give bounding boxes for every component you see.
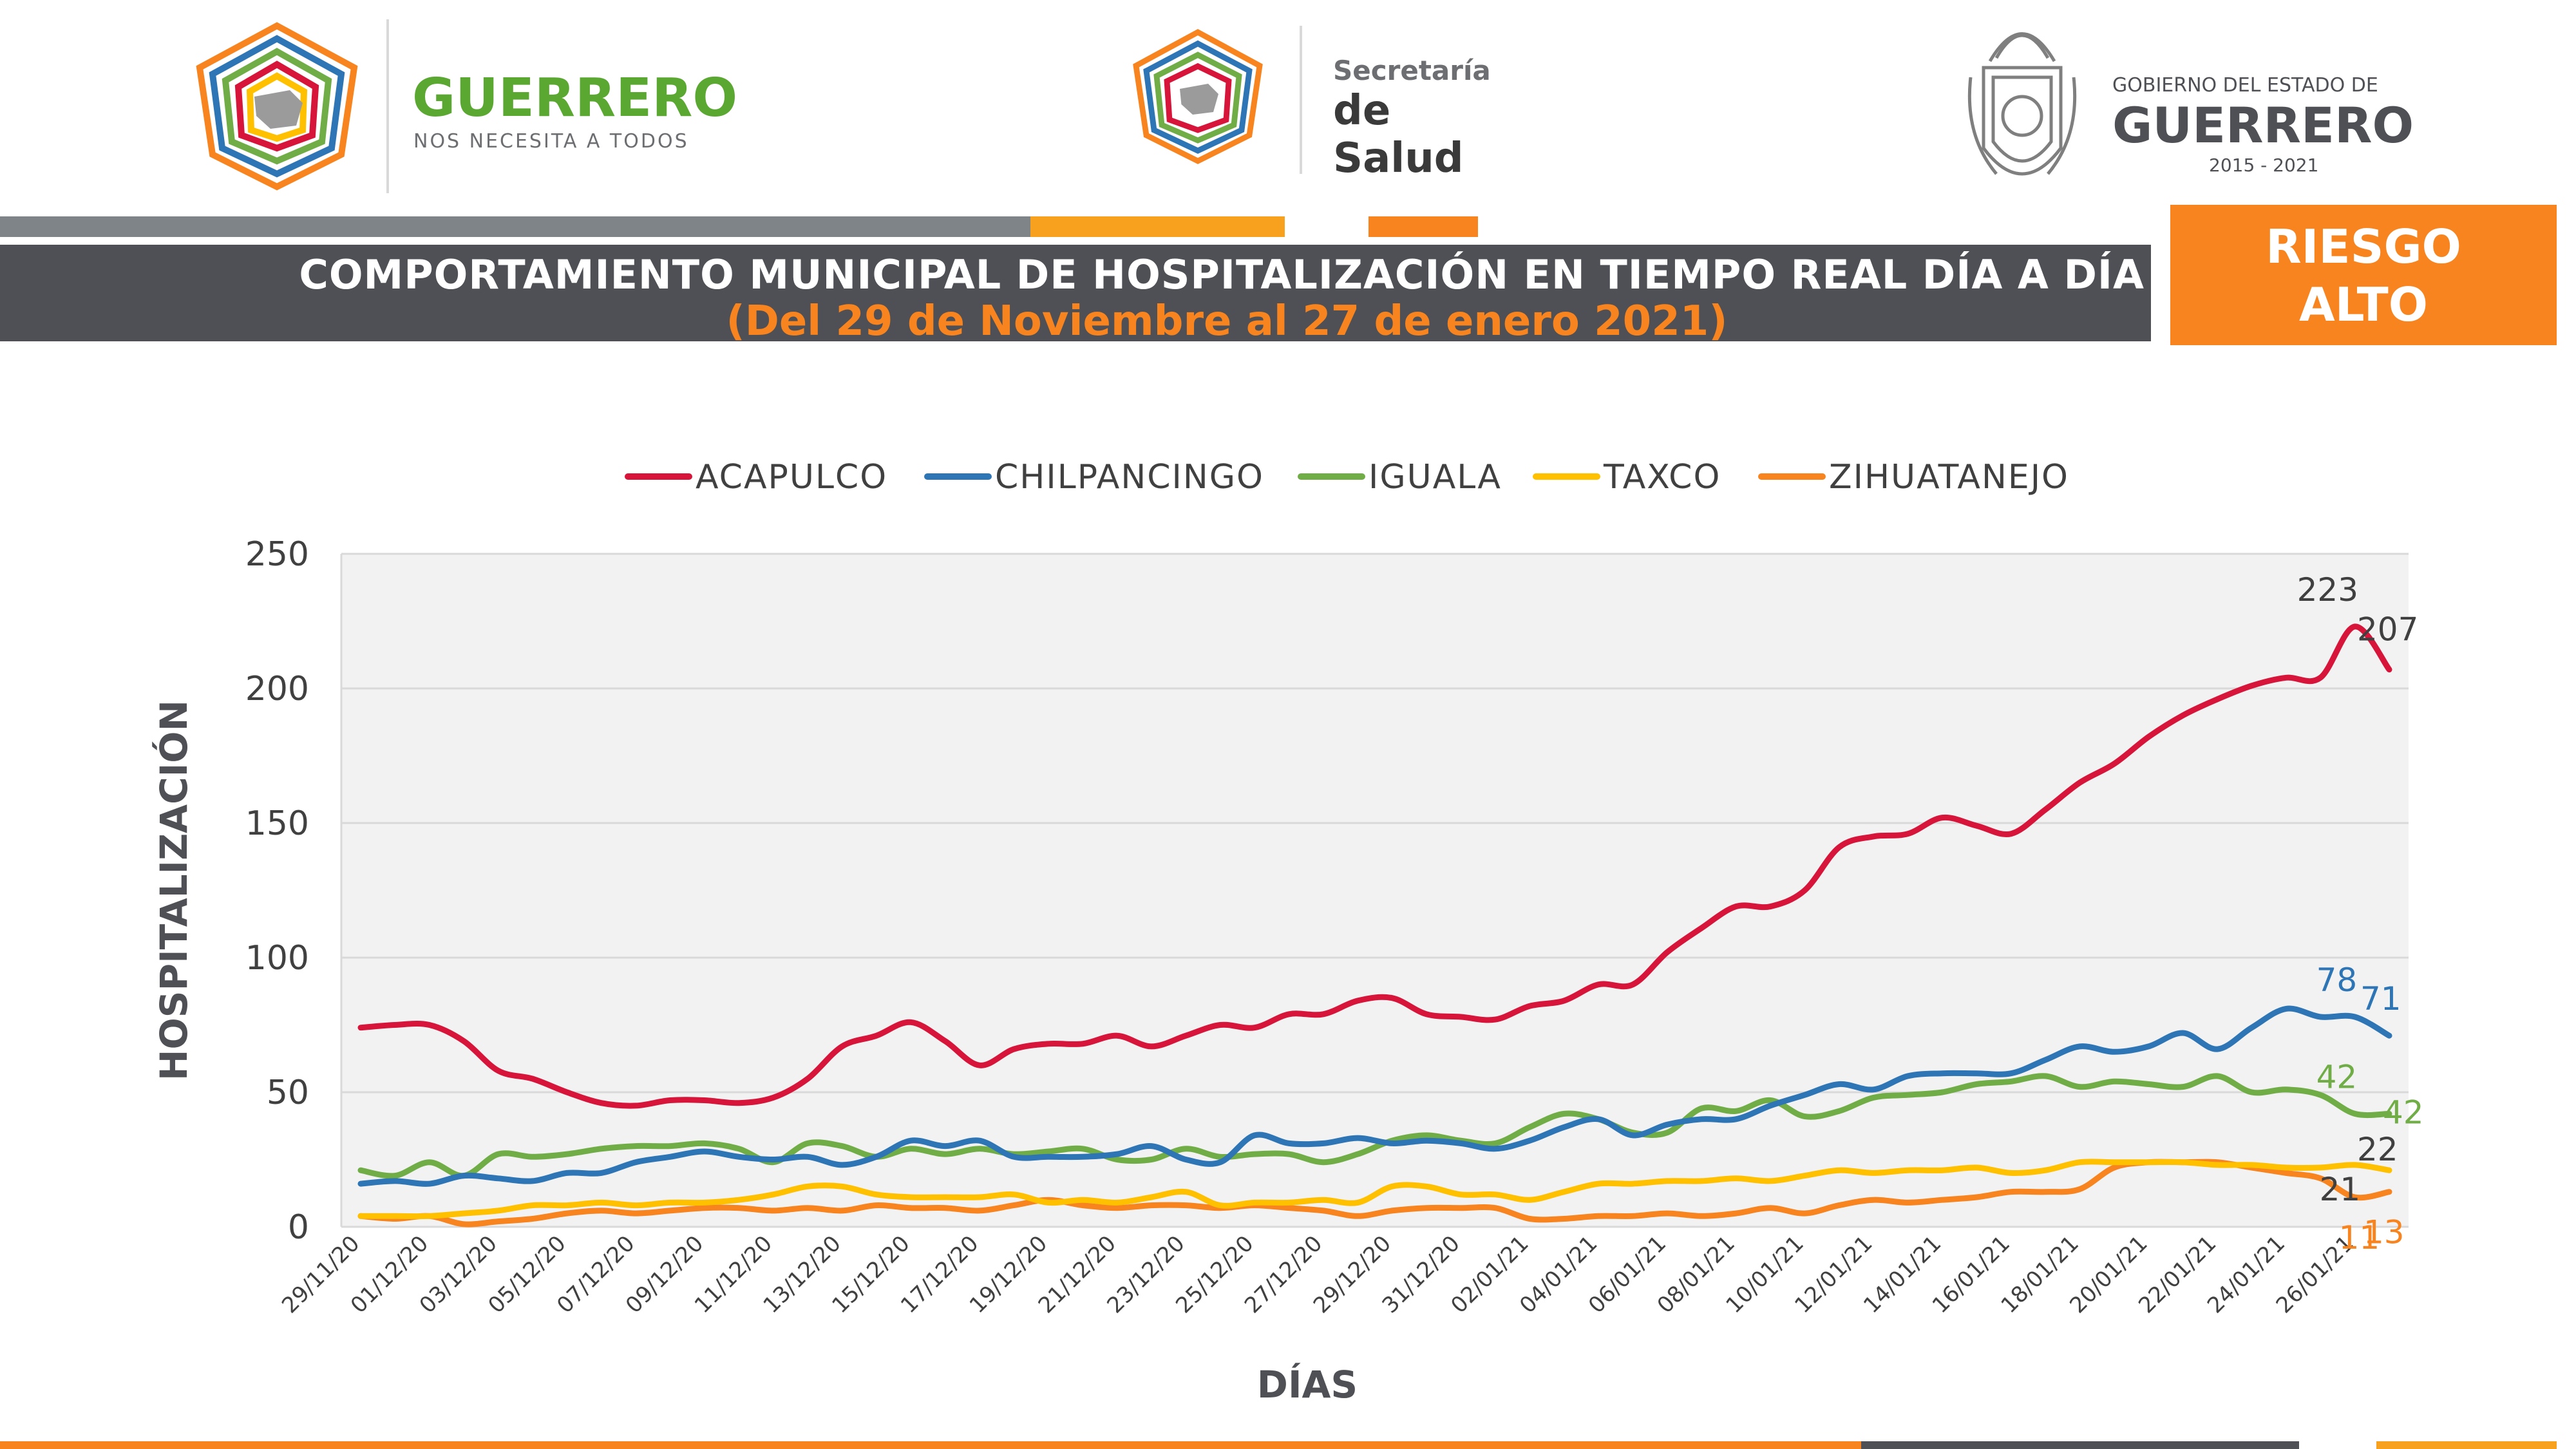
y-tick-label: 0 bbox=[288, 1208, 309, 1247]
header-orange-accent bbox=[1368, 216, 1478, 237]
y-tick-label: 50 bbox=[267, 1074, 309, 1112]
data-label-acapulco: 207 bbox=[2357, 611, 2418, 649]
footer-orange-accent bbox=[2376, 1441, 2557, 1449]
data-label-zihuatanejo: 13 bbox=[2363, 1214, 2405, 1251]
series-line-taxco bbox=[357, 1159, 2392, 1220]
y-tick-label: 250 bbox=[245, 535, 309, 574]
data-label-iguala: 42 bbox=[2316, 1058, 2358, 1095]
legend-label-iguala: IGUALA bbox=[1368, 458, 1502, 497]
gobierno-line1: GOBIERNO DEL ESTADO DE bbox=[2112, 74, 2378, 97]
legend-label-acapulco: ACAPULCO bbox=[696, 458, 887, 497]
y-tick-label: 100 bbox=[245, 939, 309, 978]
hospitalization-line-chart: 05010015020025029/11/2001/12/2003/12/200… bbox=[151, 458, 2424, 1406]
brand-title: GUERRERO bbox=[412, 68, 738, 129]
y-tick-label: 200 bbox=[245, 670, 309, 708]
data-label-chilpancingo: 78 bbox=[2316, 961, 2358, 999]
data-label-taxco: 21 bbox=[2320, 1171, 2361, 1208]
brand-divider bbox=[386, 19, 389, 193]
header-gray-bar bbox=[0, 216, 1030, 237]
salud-line2: de Salud bbox=[1333, 87, 1464, 182]
salud-emblem-icon bbox=[1133, 28, 1263, 164]
secretaria-salud-logo: Secretaría de Salud bbox=[1121, 19, 1520, 182]
page-title: COMPORTAMIENTO MUNICIPAL DE HOSPITALIZAC… bbox=[299, 251, 2145, 298]
legend-label-chilpancingo: CHILPANCINGO bbox=[995, 458, 1264, 497]
footer-gray-bar bbox=[1861, 1441, 2299, 1449]
guerrero-emblem-icon bbox=[196, 22, 358, 191]
coat-of-arms-icon bbox=[1967, 32, 2077, 176]
legend-label-zihuatanejo: ZIHUATANEJO bbox=[1829, 458, 2069, 497]
x-axis-title: DÍAS bbox=[1257, 1362, 1358, 1406]
risk-line2: ALTO bbox=[2298, 278, 2428, 332]
data-label-chilpancingo: 71 bbox=[2360, 980, 2401, 1018]
legend-label-taxco: TAXCO bbox=[1603, 458, 1721, 497]
risk-badge: RIESGO ALTO bbox=[2170, 205, 2557, 345]
gobierno-guerrero-logo: GOBIERNO DEL ESTADO DE GUERRERO 2015 - 2… bbox=[1958, 6, 2414, 206]
series-line-chilpancingo bbox=[357, 1005, 2392, 1187]
y-axis-title: HOSPITALIZACIÓN bbox=[151, 700, 196, 1081]
data-label-taxco: 22 bbox=[2357, 1131, 2398, 1168]
gobierno-line2: GUERRERO bbox=[2112, 97, 2414, 154]
salud-line1: Secretaría bbox=[1333, 55, 1491, 86]
series-line-acapulco bbox=[357, 623, 2392, 1109]
title-band: COMPORTAMIENTO MUNICIPAL DE HOSPITALIZAC… bbox=[0, 245, 2151, 345]
gobierno-years: 2015 - 2021 bbox=[2209, 155, 2319, 176]
data-label-zihuatanejo: 11 bbox=[2339, 1219, 2380, 1256]
data-label-iguala: 42 bbox=[2383, 1094, 2424, 1131]
y-tick-label: 150 bbox=[245, 804, 309, 843]
plot-area bbox=[341, 554, 2409, 1227]
page-subtitle: (Del 29 de Noviembre al 27 de enero 2021… bbox=[726, 298, 1728, 345]
guerrero-brand-logo: GUERRERO NOS NECESITA A TODOS bbox=[180, 19, 737, 193]
series-line-zihuatanejo bbox=[357, 1159, 2392, 1227]
brand-divider bbox=[1300, 26, 1302, 174]
footer-orange-bar bbox=[0, 1441, 1861, 1449]
brand-subtitle: NOS NECESITA A TODOS bbox=[413, 130, 689, 153]
header-orange-bar bbox=[1030, 216, 1285, 237]
data-label-acapulco: 223 bbox=[2297, 571, 2358, 609]
series-line-iguala bbox=[357, 1073, 2392, 1179]
risk-line1: RIESGO bbox=[2266, 220, 2461, 274]
